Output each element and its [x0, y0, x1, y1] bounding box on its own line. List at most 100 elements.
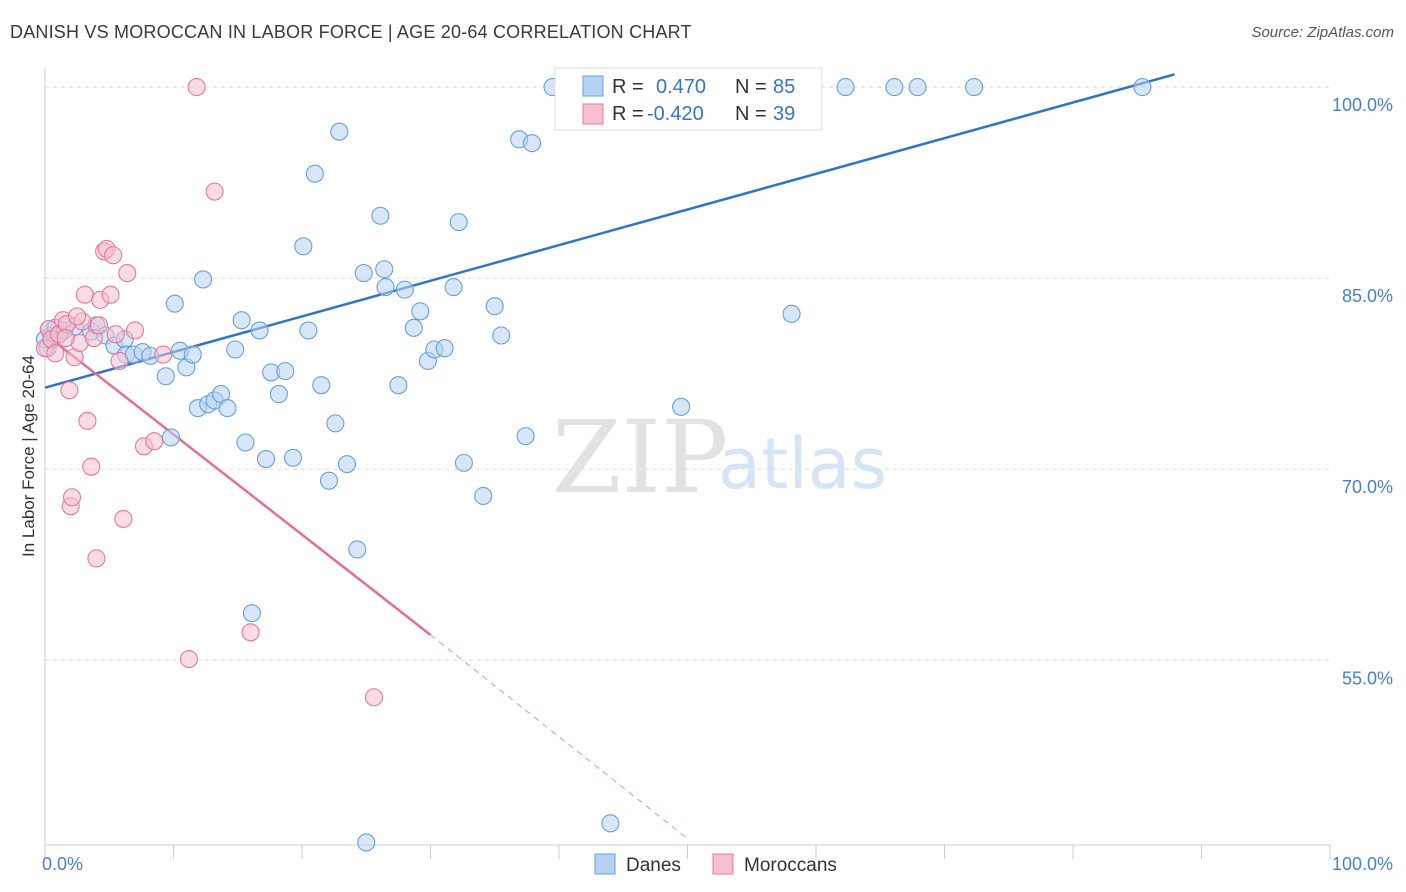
- point-danes-64: [485, 297, 504, 316]
- point-moroccans-30: [154, 345, 173, 364]
- point-danes-49: [357, 833, 376, 852]
- trendline-moroccans: [44, 333, 432, 636]
- point-moroccans-13: [75, 285, 94, 304]
- point-moroccans-36: [56, 328, 75, 348]
- point-moroccans-22: [104, 246, 123, 265]
- point-moroccans-9: [62, 488, 82, 507]
- point-danes-71: [601, 814, 620, 833]
- bottom-legend-swatch-danes: [594, 853, 616, 875]
- point-danes-47: [348, 540, 367, 559]
- axes: [44, 68, 1331, 859]
- point-danes-48: [354, 264, 373, 283]
- point-moroccans-25: [114, 509, 133, 528]
- chart-source: Source: ZipAtlas.com: [1251, 24, 1394, 41]
- point-danes-56: [411, 302, 430, 321]
- point-danes-82: [908, 78, 927, 97]
- point-moroccans-26: [118, 264, 137, 283]
- legend-r-value-danes: 0.470: [656, 76, 706, 98]
- bottom-legend: Danes Moroccans: [594, 853, 837, 876]
- point-danes-42: [312, 376, 331, 395]
- point-danes-32: [242, 604, 261, 623]
- legend-swatch-moroccans: [582, 103, 604, 125]
- y-tick-label-0: 55.0%: [1342, 668, 1393, 688]
- legend-swatch-danes: [582, 75, 604, 97]
- point-danes-51: [375, 260, 394, 279]
- legend-n-label-danes: N =: [735, 76, 767, 98]
- point-moroccans-32: [187, 78, 206, 97]
- x-tick-label-1: 100.0%: [1332, 854, 1393, 874]
- legend-n-value-danes: 85: [773, 76, 795, 98]
- point-moroccans-23: [106, 325, 125, 344]
- point-moroccans-34: [241, 623, 260, 642]
- point-moroccans-33: [205, 182, 224, 201]
- point-danes-50: [371, 206, 390, 225]
- point-danes-54: [395, 280, 414, 299]
- point-moroccans-21: [101, 285, 120, 304]
- point-moroccans-3: [46, 344, 65, 363]
- bottom-legend-label-danes: Danes: [626, 855, 681, 876]
- point-moroccans-38: [89, 316, 109, 335]
- point-danes-31: [236, 433, 255, 452]
- trend-lines: [44, 73, 1175, 840]
- point-danes-44: [326, 414, 345, 433]
- watermark-atlas: atlas: [718, 423, 887, 505]
- point-danes-63: [474, 486, 493, 506]
- legend-r-value-moroccans: -0.420: [647, 103, 704, 125]
- trendline-moroccans-extension: [430, 634, 688, 840]
- point-danes-38: [283, 448, 303, 467]
- point-danes-41: [305, 164, 324, 183]
- point-moroccans-37: [68, 307, 87, 326]
- point-danes-37: [276, 362, 295, 381]
- chart-title: DANISH VS MOROCCAN IN LABOR FORCE | AGE …: [10, 22, 692, 42]
- legend-n-value-moroccans: 39: [773, 103, 795, 125]
- point-danes-40: [299, 321, 318, 340]
- point-danes-30: [232, 311, 251, 330]
- point-danes-28: [218, 399, 237, 418]
- point-danes-33: [250, 321, 269, 340]
- y-axis-label: In Labor Force | Age 20-64: [19, 355, 38, 557]
- y-tick-label-1: 70.0%: [1342, 477, 1393, 497]
- point-moroccans-17: [87, 549, 106, 568]
- legend-r-label-danes: R =: [612, 76, 644, 98]
- point-danes-73: [672, 397, 691, 416]
- point-moroccans-27: [125, 321, 144, 340]
- point-danes-34: [256, 449, 276, 469]
- point-danes-62: [454, 453, 473, 472]
- point-moroccans-15: [82, 457, 101, 476]
- point-danes-55: [404, 318, 423, 337]
- point-danes-45: [330, 122, 349, 141]
- point-danes-65: [492, 326, 511, 345]
- legend-box: R = 0.470 N = 85 R = -0.420 N = 39: [554, 67, 823, 131]
- grid-lines: [45, 86, 1330, 661]
- point-danes-60: [444, 278, 463, 297]
- point-moroccans-35: [364, 688, 384, 707]
- point-danes-68: [522, 134, 542, 153]
- point-danes-24: [194, 270, 213, 289]
- point-danes-22: [183, 345, 202, 364]
- point-moroccans-7: [60, 381, 79, 400]
- point-danes-53: [389, 376, 408, 395]
- point-danes-18: [161, 428, 180, 447]
- watermark-zip: ZIP: [552, 399, 728, 516]
- point-danes-81: [885, 78, 904, 97]
- point-danes-39: [294, 237, 313, 256]
- legend-r-label-moroccans: R =: [612, 103, 644, 125]
- x-tick-label-0: 0.0%: [42, 854, 83, 874]
- x-tick-labels: 0.0% 100.0%: [42, 854, 1393, 874]
- point-danes-84: [1133, 78, 1152, 97]
- point-danes-79: [782, 304, 801, 323]
- point-danes-43: [319, 471, 339, 490]
- y-tick-label-2: 85.0%: [1342, 286, 1393, 306]
- point-danes-59: [435, 339, 454, 358]
- point-danes-19: [165, 294, 184, 313]
- point-moroccans-31: [179, 649, 198, 669]
- point-danes-67: [516, 427, 535, 446]
- point-moroccans-29: [145, 432, 164, 451]
- point-danes-80: [836, 78, 855, 97]
- point-danes-17: [156, 367, 175, 386]
- legend-n-label-moroccans: N =: [735, 103, 767, 125]
- point-danes-29: [226, 340, 245, 359]
- bottom-legend-label-moroccans: Moroccans: [744, 855, 837, 876]
- watermark: ZIP atlas: [552, 399, 887, 516]
